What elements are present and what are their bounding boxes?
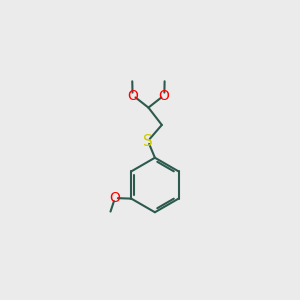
- Text: S: S: [142, 134, 152, 148]
- Text: O: O: [127, 88, 138, 103]
- Text: O: O: [110, 191, 121, 205]
- Text: O: O: [159, 88, 170, 103]
